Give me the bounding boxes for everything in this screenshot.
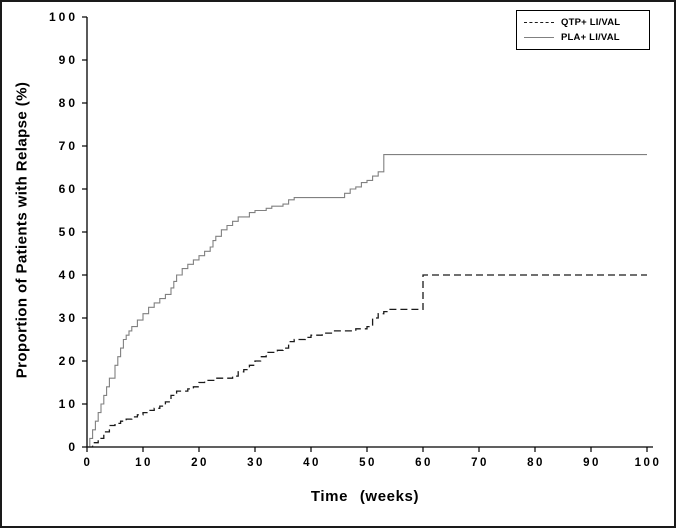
y-tick-label: 70 [59,139,78,153]
series-pla-curve [87,154,647,448]
y-tick-label: 10 [59,397,78,411]
y-tick-label: 0 [68,440,78,454]
series-qtp-curve [87,274,647,448]
x-tick-label: 0 [84,457,93,469]
legend-label-qtp: QTP+ LI/VAL [561,17,621,28]
legend: QTP+ LI/VAL PLA+ LI/VAL [516,10,650,50]
x-tick-label: 90 [583,457,601,469]
legend-label-pla: PLA+ LI/VAL [561,32,620,43]
y-tick-label: 40 [59,268,78,282]
x-tick-label: 70 [471,457,489,469]
solid-line-sample [524,37,554,38]
legend-item-qtp: QTP+ LI/VAL [524,15,642,30]
y-tick-label: 60 [59,182,78,196]
y-tick-label: 30 [59,311,78,325]
y-tick-label: 20 [59,354,78,368]
x-tick-label: 50 [359,457,377,469]
legend-item-pla: PLA+ LI/VAL [524,30,642,45]
y-tick-label: 100 [49,10,78,24]
dashed-line-sample [524,22,554,23]
x-tick-label: 100 [635,457,662,469]
x-tick-label: 20 [191,457,209,469]
y-tick-label: 80 [59,96,78,110]
y-tick-label: 90 [59,53,78,67]
x-tick-label: 30 [247,457,265,469]
y-tick-label: 50 [59,225,78,239]
x-axis-title: Time (weeks) [310,488,420,505]
x-tick-label: 10 [135,457,153,469]
x-tick-label: 60 [415,457,433,469]
x-tick-label: 40 [303,457,321,469]
x-tick-label: 80 [527,457,545,469]
